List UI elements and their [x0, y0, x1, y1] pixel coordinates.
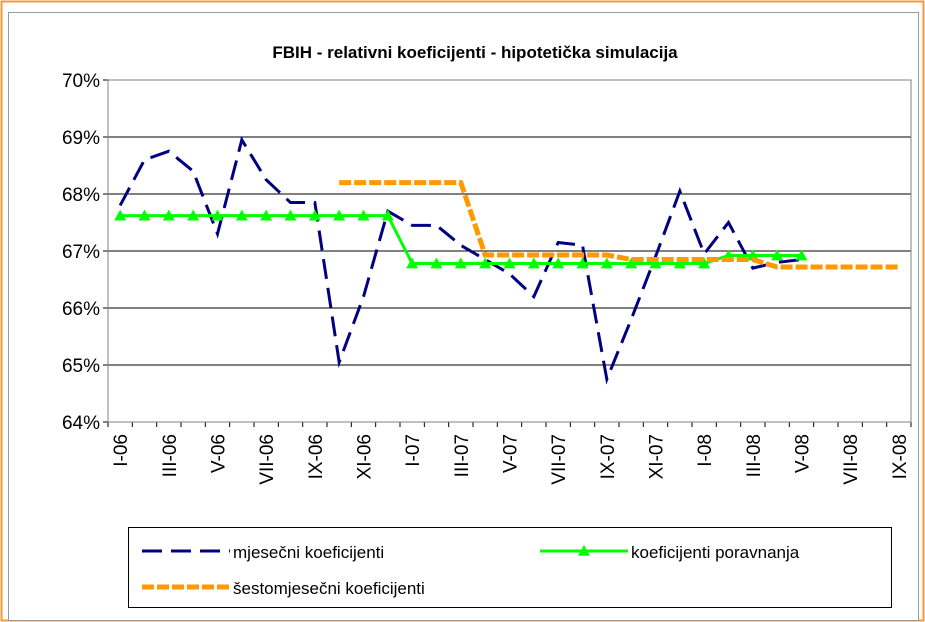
y-tick-label: 67% — [62, 242, 100, 263]
x-tick-label: V-06 — [209, 434, 230, 473]
x-tick-label: IX-08 — [890, 434, 911, 479]
x-tick-label: I-06 — [111, 434, 132, 467]
marker — [162, 209, 175, 221]
x-tick-label: III-06 — [160, 434, 181, 477]
marker — [381, 209, 394, 221]
marker — [795, 249, 808, 261]
y-tick-label: 69% — [62, 128, 100, 149]
legend — [128, 527, 892, 608]
series-line — [118, 136, 802, 385]
marker — [211, 209, 224, 221]
marker — [552, 257, 565, 269]
marker — [308, 209, 321, 221]
x-tick-label: V-08 — [793, 434, 814, 473]
x-tick-label: I-07 — [403, 434, 424, 467]
marker — [649, 257, 662, 269]
marker — [357, 209, 370, 221]
x-tick-label: III-08 — [744, 434, 765, 477]
marker — [673, 257, 686, 269]
marker — [746, 249, 759, 261]
marker — [527, 257, 540, 269]
marker — [771, 249, 784, 261]
marker — [576, 257, 589, 269]
legend-marker — [578, 545, 590, 556]
x-tick-label: IX-06 — [306, 434, 327, 479]
y-tick-label: 66% — [62, 299, 100, 320]
marker — [430, 257, 443, 269]
legend-label: šestomjesečni koeficijenti — [233, 579, 425, 598]
marker — [333, 209, 346, 221]
legend-label: mjesečni koeficijenti — [233, 543, 384, 562]
marker — [625, 257, 638, 269]
x-tick-label: V-07 — [501, 434, 522, 473]
plot-frame — [107, 79, 912, 423]
y-tick-label: 70% — [62, 71, 100, 92]
x-tick-label: III-07 — [452, 434, 473, 477]
marker — [479, 257, 492, 269]
x-tick-label: VII-07 — [549, 434, 570, 485]
x-tick-label: VII-08 — [841, 434, 862, 485]
marker — [454, 257, 467, 269]
x-tick-label: I-08 — [695, 434, 716, 467]
marker — [235, 209, 248, 221]
x-tick-label: XI-06 — [355, 434, 376, 479]
x-tick-label: XI-07 — [647, 434, 668, 479]
x-tick-label: VII-06 — [257, 434, 278, 485]
marker — [114, 209, 127, 221]
marker — [187, 209, 200, 221]
marker — [138, 209, 151, 221]
chart-title: FBIH - relativni koeficijenti - hipoteti… — [272, 43, 678, 62]
marker — [698, 257, 711, 269]
legend-label: koeficijenti poravnanja — [631, 543, 800, 562]
y-tick-label: 64% — [62, 413, 100, 434]
marker — [503, 257, 516, 269]
marker — [284, 209, 297, 221]
y-tick-label: 65% — [62, 356, 100, 377]
marker — [406, 257, 419, 269]
marker — [260, 209, 273, 221]
y-tick-label: 68% — [62, 185, 100, 206]
marker — [600, 257, 613, 269]
x-tick-label: IX-07 — [598, 434, 619, 479]
series-line — [339, 180, 899, 270]
